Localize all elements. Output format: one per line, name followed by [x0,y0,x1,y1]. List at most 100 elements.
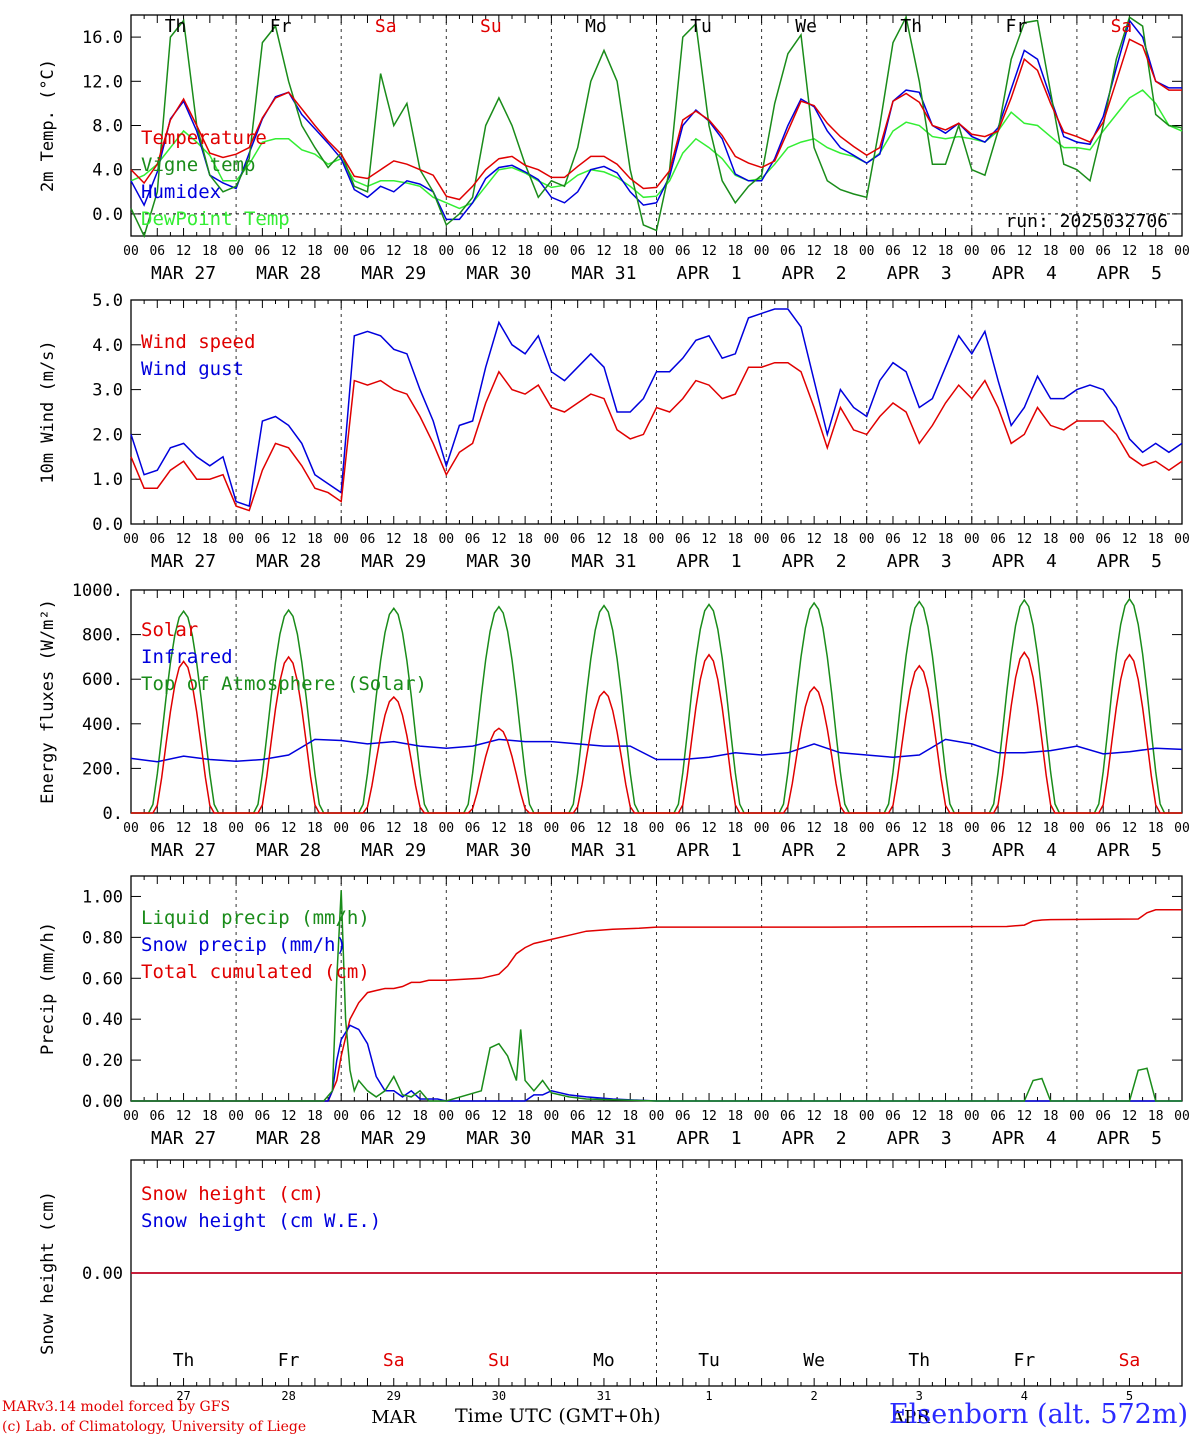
hour-tick-label: 06 [990,532,1006,547]
hour-tick-label: 06 [780,821,796,836]
hour-tick-label: 12 [911,244,927,259]
hour-tick-label: 18 [938,821,954,836]
hour-tick-label: 18 [517,821,533,836]
weekday-label: Sa [375,16,397,37]
series-line-wind-speed [130,361,1183,512]
hour-tick-label: 18 [938,1109,954,1124]
hour-tick-label: 18 [727,821,743,836]
series-line-liquid-precip-mm-h- [131,890,1182,1102]
y-tick-label: 0.00 [82,1092,123,1112]
hour-tick-label: 18 [1148,1109,1164,1124]
hour-tick-label: 00 [228,244,244,259]
hour-tick-label: 00 [544,244,560,259]
legend-entry: Temperature [141,127,267,149]
day-number-label: 3 [916,1389,923,1403]
hour-tick-label: 12 [176,532,192,547]
date-label: MAR 28 [256,1128,321,1149]
hour-tick-label: 12 [1017,532,1033,547]
weekday-label: Mo [585,16,607,37]
hour-tick-label: 00 [1174,821,1190,836]
y-tick-label: 600. [82,670,123,690]
date-label: APR 3 [887,840,952,861]
day-number-label: 2 [811,1389,818,1403]
hour-tick-label: 12 [1017,244,1033,259]
date-label: APR 5 [1097,840,1162,861]
date-label: APR 2 [782,263,847,284]
hour-tick-label: 18 [307,1109,323,1124]
date-label: APR 2 [782,1128,847,1149]
run-label: run: 2025032706 [1005,211,1168,232]
y-tick-label: 8.0 [92,117,123,137]
date-label: MAR 28 [256,551,321,572]
date-label: MAR 27 [151,840,216,861]
y-tick-label: 12.0 [82,72,123,92]
hour-tick-label: 18 [1043,821,1059,836]
weekday-label: Mo [593,1350,615,1371]
hour-tick-label: 00 [1174,244,1190,259]
hour-tick-label: 12 [911,821,927,836]
legend-entry: Wind speed [141,331,255,353]
hour-tick-label: 00 [123,244,139,259]
y-tick-label: 4.0 [92,161,123,181]
y-tick-label: 4.0 [92,336,123,356]
legend-entry: DewPoint Temp [141,208,290,230]
date-label: MAR 30 [466,263,531,284]
x-axis-title: Time UTC (GMT+0h) [455,1405,661,1427]
hour-tick-label: 12 [386,244,402,259]
y-tick-label: 2.0 [92,425,123,445]
y-tick-label: 0.20 [82,1051,123,1071]
credit-line-1: MARv3.14 model forced by GFS [2,1399,231,1415]
hour-tick-label: 18 [622,244,638,259]
month-label: MAR [371,1407,416,1428]
weekday-label: Su [480,16,502,37]
hour-tick-label: 12 [701,821,717,836]
weekday-label: Th [908,1350,930,1371]
hour-tick-label: 06 [1095,821,1111,836]
hour-tick-label: 12 [596,244,612,259]
series-line-dewpoint-temp [130,89,1183,210]
hour-tick-label: 12 [281,532,297,547]
y-tick-label: 1000. [72,581,123,601]
series-line-humidex [130,18,1182,221]
date-label: MAR 27 [151,263,216,284]
y-tick-label: 0.80 [82,928,123,948]
hour-tick-label: 06 [149,244,165,259]
date-label: APR 5 [1097,551,1162,572]
date-label: MAR 28 [256,263,321,284]
hour-tick-label: 12 [911,1109,927,1124]
date-label: APR 3 [887,1128,952,1149]
hour-tick-label: 00 [438,244,454,259]
hour-tick-label: 12 [806,1109,822,1124]
hour-tick-label: 00 [964,532,980,547]
hour-tick-label: 00 [544,532,560,547]
hour-tick-label: 06 [885,821,901,836]
hour-tick-label: 06 [885,1109,901,1124]
y-tick-label: 200. [82,759,123,779]
hour-tick-label: 00 [228,1109,244,1124]
hour-tick-label: 00 [438,821,454,836]
weekday-label: Fr [278,1350,300,1371]
legend-entry: Humidex [141,181,221,203]
day-number-label: 30 [492,1389,506,1403]
hour-tick-label: 06 [570,1109,586,1124]
date-label: MAR 29 [361,840,426,861]
hour-tick-label: 06 [465,244,481,259]
series-line-vigne-temp [130,14,1183,239]
weekday-label: Su [488,1350,510,1371]
day-number-label: 4 [1021,1389,1028,1403]
day-number-label: 29 [387,1389,401,1403]
hour-tick-label: 12 [281,244,297,259]
date-label: APR 1 [677,551,742,572]
hour-tick-label: 06 [255,821,271,836]
hour-tick-label: 06 [990,1109,1006,1124]
hour-tick-label: 18 [202,821,218,836]
date-label: MAR 29 [361,1128,426,1149]
hour-tick-label: 00 [1069,532,1085,547]
hour-tick-label: 00 [438,532,454,547]
hour-tick-label: 12 [1122,244,1138,259]
hour-tick-label: 00 [544,1109,560,1124]
date-label: APR 4 [992,551,1057,572]
weekday-label: Tu [690,16,712,37]
station-name: Elsenborn (alt. 572m) [889,1399,1188,1430]
